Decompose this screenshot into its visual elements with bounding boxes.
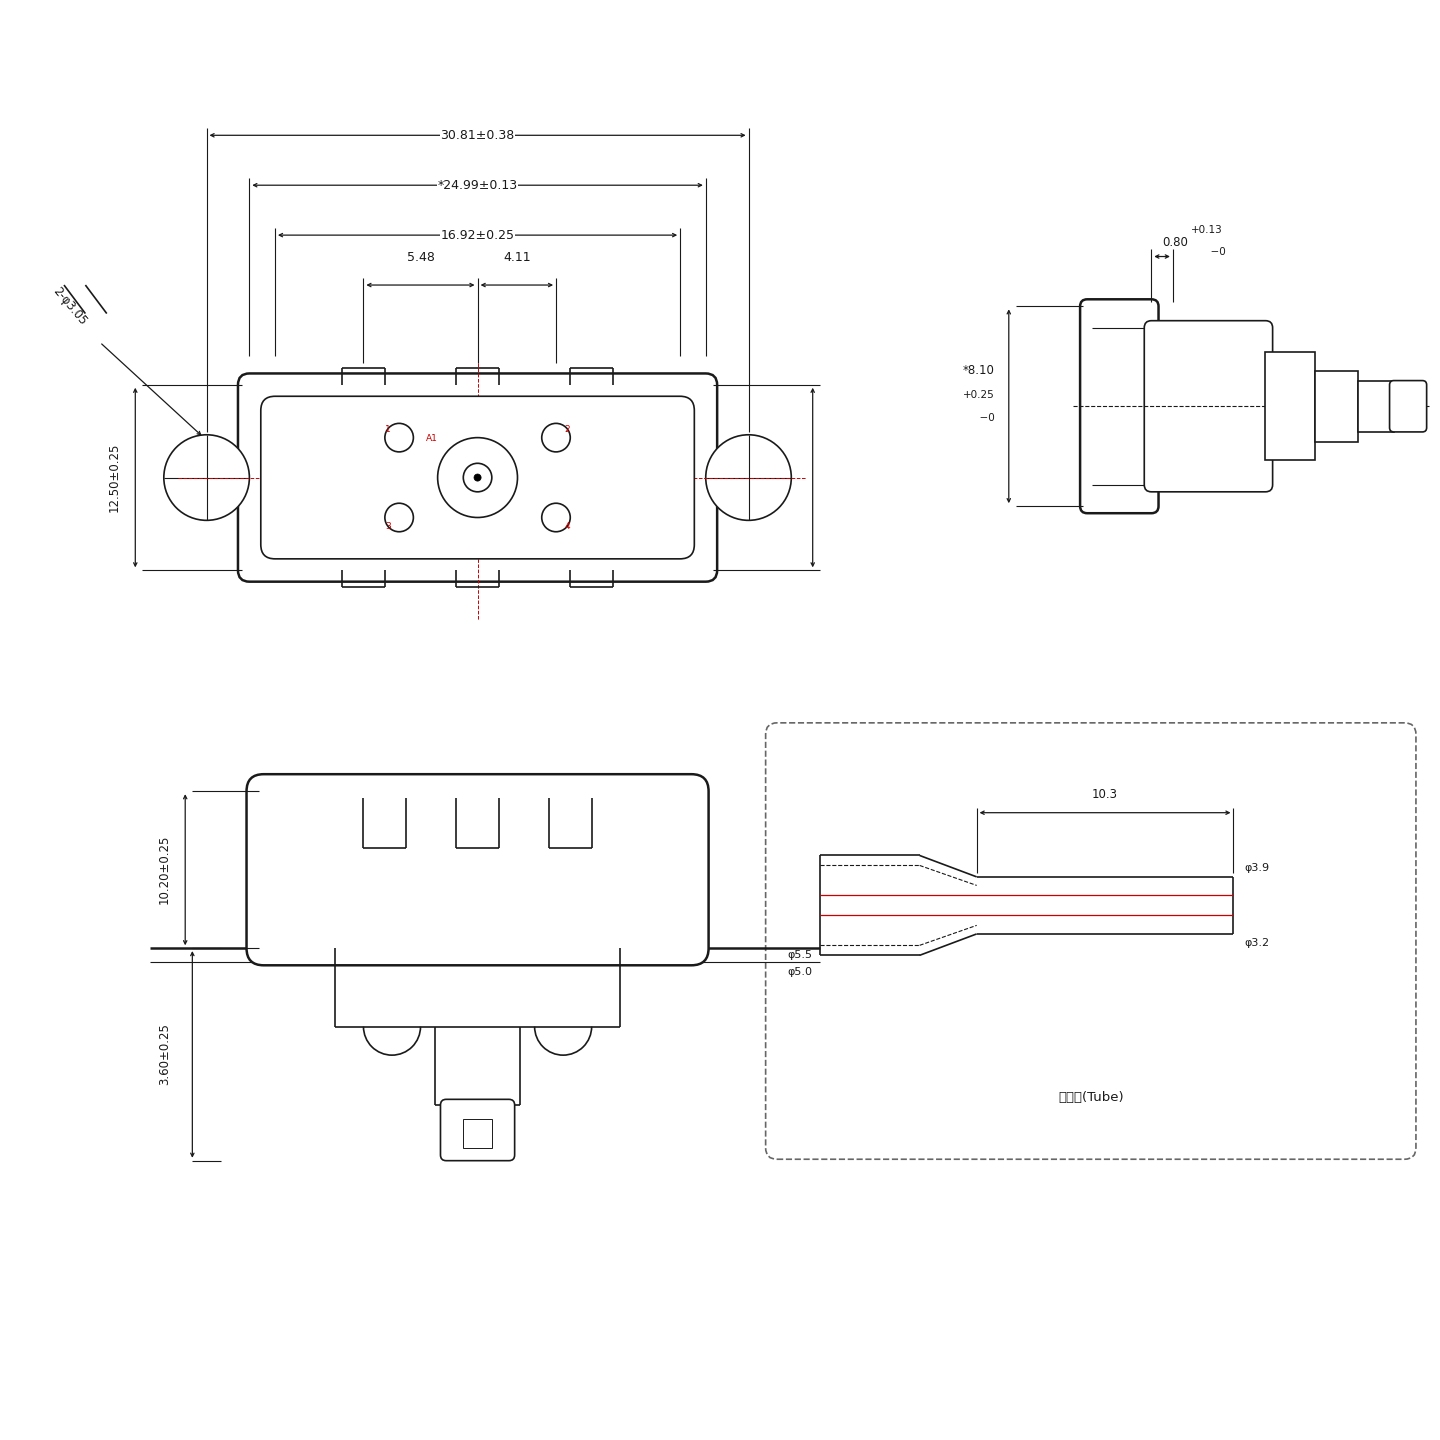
Bar [1315, 370, 1358, 442]
Text: −0: −0 [1191, 246, 1225, 256]
Circle shape [541, 423, 570, 452]
Circle shape [474, 474, 481, 481]
FancyBboxPatch shape [1390, 380, 1427, 432]
Circle shape [438, 438, 517, 517]
Text: +0.13: +0.13 [1191, 225, 1223, 235]
Circle shape [706, 435, 792, 520]
Text: 10.20±0.25: 10.20±0.25 [158, 835, 171, 904]
FancyBboxPatch shape [766, 723, 1416, 1159]
Text: 10.3: 10.3 [1092, 788, 1117, 801]
Bar [464, 1119, 492, 1148]
Bar [1266, 351, 1315, 461]
Text: Lightang: Lightang [451, 880, 560, 903]
Text: φ3.2: φ3.2 [1244, 939, 1270, 948]
Text: 2-φ3.05: 2-φ3.05 [50, 285, 89, 328]
FancyBboxPatch shape [1145, 321, 1273, 492]
Circle shape [384, 423, 413, 452]
Text: 4.11: 4.11 [503, 251, 530, 264]
Circle shape [164, 435, 249, 520]
Text: *8.10: *8.10 [963, 364, 995, 377]
Text: 屏蔽管(Tube): 屏蔽管(Tube) [1058, 1092, 1123, 1104]
Text: 12.50±0.25: 12.50±0.25 [108, 444, 121, 513]
Text: *24.99±0.13: *24.99±0.13 [438, 179, 517, 192]
Text: 5.48: 5.48 [406, 251, 435, 264]
Text: 0.80: 0.80 [1162, 236, 1188, 249]
Text: +0.25: +0.25 [963, 390, 995, 400]
FancyBboxPatch shape [238, 373, 717, 582]
Text: 2: 2 [564, 425, 570, 433]
Text: φ5.0: φ5.0 [788, 966, 812, 976]
Text: 30.81±0.38: 30.81±0.38 [441, 128, 514, 141]
Circle shape [384, 503, 413, 531]
FancyBboxPatch shape [441, 1099, 514, 1161]
FancyBboxPatch shape [1080, 300, 1159, 513]
Circle shape [541, 503, 570, 531]
Text: φ5.5: φ5.5 [788, 949, 812, 959]
Circle shape [464, 464, 492, 492]
FancyBboxPatch shape [246, 775, 708, 965]
Text: −0: −0 [960, 413, 995, 423]
Text: 16.92±0.25: 16.92±0.25 [441, 229, 514, 242]
Text: 3: 3 [384, 521, 390, 530]
Text: φ3.9: φ3.9 [1244, 863, 1270, 873]
Text: Lightang: Lightang [445, 464, 567, 491]
Bar [1358, 380, 1394, 432]
FancyBboxPatch shape [261, 396, 694, 559]
Text: 3.60±0.25: 3.60±0.25 [158, 1024, 171, 1086]
Text: 4: 4 [564, 521, 570, 530]
Text: A1: A1 [426, 435, 438, 444]
Text: 1: 1 [384, 425, 390, 433]
